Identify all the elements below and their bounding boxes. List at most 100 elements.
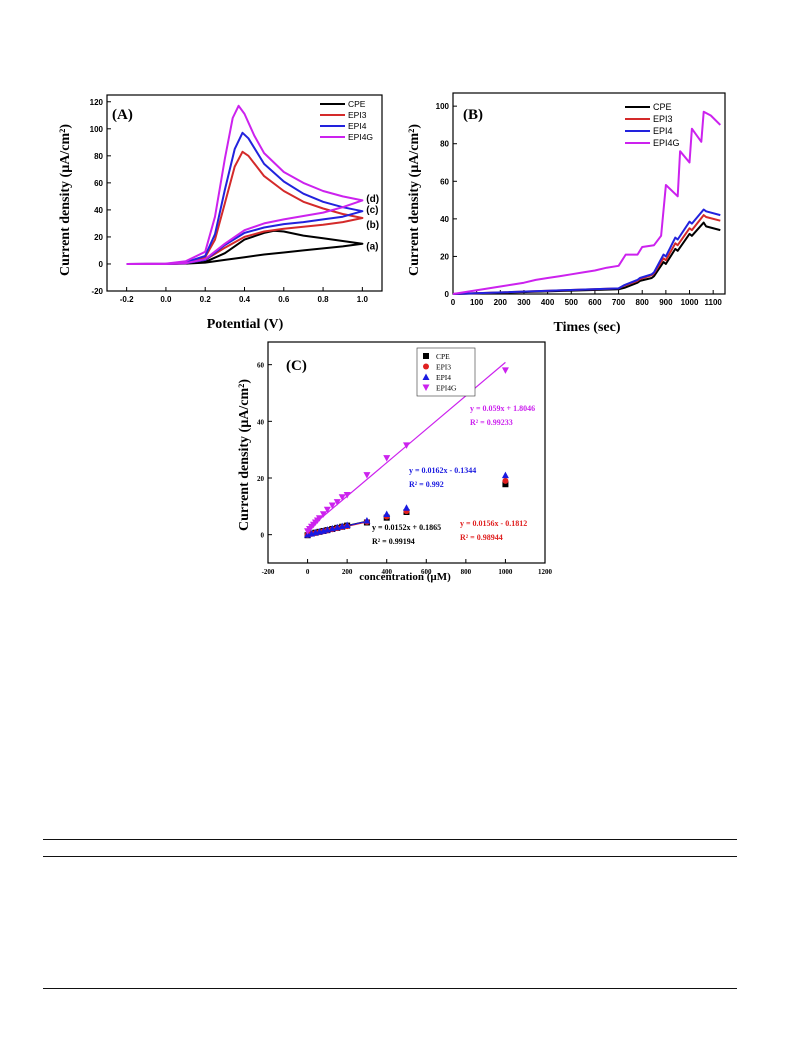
panel-a-chart: (A) Potential (V) Current density (µA/cm… bbox=[58, 94, 383, 332]
panel-a-ytick-label: 40 bbox=[94, 206, 103, 215]
panel-b-xtick-label: 200 bbox=[494, 298, 508, 307]
panel-c-ytick-label: 60 bbox=[257, 362, 265, 370]
data-point-cpe bbox=[502, 481, 509, 488]
panel-a-frame bbox=[106, 94, 383, 292]
data-point-epi4g bbox=[319, 511, 327, 518]
regression-equation: y = 0.0156x - 0.1812 bbox=[460, 519, 527, 528]
legend-marker bbox=[422, 384, 430, 391]
legend-marker bbox=[422, 373, 430, 380]
panel-b-ytick-label: 80 bbox=[440, 140, 449, 149]
curve-label: (a) bbox=[366, 241, 378, 252]
panel-b-xtick-label: 0 bbox=[451, 298, 456, 307]
legend-label: EPI4G bbox=[436, 384, 457, 393]
panel-c-ytick-label: 20 bbox=[257, 475, 265, 483]
panel-a-xtick-label: 0.0 bbox=[160, 295, 172, 304]
panel-a-ytick-label: 0 bbox=[99, 260, 104, 269]
panel-b-ytick-label: 20 bbox=[440, 252, 449, 261]
panel-b-ytick-label: 60 bbox=[440, 177, 449, 186]
panel-c-ylabel: Current density (µA/cm²) bbox=[237, 379, 252, 531]
legend-label: EPI3 bbox=[653, 114, 673, 124]
panel-c-label: (C) bbox=[286, 358, 307, 374]
series-epi4g-line bbox=[126, 104, 364, 265]
regression-r2: R² = 0.992 bbox=[409, 480, 444, 489]
regression-r2: R² = 0.99233 bbox=[470, 418, 513, 427]
regression-equation: y = 0.0152x + 0.1865 bbox=[372, 523, 441, 532]
panel-c-frame bbox=[267, 341, 546, 564]
panel-b-xtick-label: 1100 bbox=[704, 298, 722, 307]
panel-a-xtick-label: 1.0 bbox=[357, 295, 369, 304]
legend-label: CPE bbox=[348, 99, 366, 109]
data-point-epi4 bbox=[383, 510, 391, 517]
panel-b-ylabel: Current density (µA/cm²) bbox=[407, 124, 422, 276]
panel-a-ytick-label: 60 bbox=[94, 179, 103, 188]
legend-label: EPI4 bbox=[653, 126, 673, 136]
panel-a-xtick-label: 0.2 bbox=[200, 295, 212, 304]
panel-c-ytick-label: 40 bbox=[257, 418, 265, 426]
panel-c-xtick-label: 0 bbox=[306, 568, 310, 576]
table-header-rule bbox=[43, 856, 737, 857]
data-point-epi4 bbox=[343, 521, 351, 529]
table-bottom-rule bbox=[43, 988, 737, 989]
panel-b-xlabel: Times (sec) bbox=[554, 320, 621, 335]
panel-a-xtick-label: 0.8 bbox=[318, 295, 330, 304]
legend-label: EPI4G bbox=[653, 138, 680, 148]
curve-label: (d) bbox=[366, 194, 379, 205]
panel-c-xtick-label: -200 bbox=[262, 568, 275, 576]
data-point-epi4g bbox=[501, 367, 509, 374]
data-point-epi4g bbox=[363, 472, 371, 479]
panel-c-chart: (C) concentration (µM) Current density (… bbox=[237, 341, 553, 583]
panel-b-ytick-label: 100 bbox=[436, 102, 450, 111]
series-epi4g-line bbox=[452, 110, 722, 295]
data-point-epi4g bbox=[403, 442, 410, 449]
panel-c-ytick-label: 0 bbox=[261, 532, 265, 540]
regression-r2: R² = 0.98944 bbox=[460, 533, 503, 542]
data-point-epi4g bbox=[333, 499, 341, 506]
data-point-epi4g bbox=[338, 494, 346, 501]
panel-c-xtick-label: 600 bbox=[421, 568, 432, 576]
regression-r2: R² = 0.99194 bbox=[372, 537, 415, 546]
panel-b-xtick-label: 1000 bbox=[681, 298, 699, 307]
panel-b-chart: (B) Times (sec) Current density (µA/cm²)… bbox=[407, 92, 726, 335]
panel-c-xtick-label: 1000 bbox=[498, 568, 513, 576]
series-epi4-line bbox=[126, 131, 364, 265]
panel-a-ylabel: Current density (µA/cm²) bbox=[58, 124, 73, 276]
legend-label: CPE bbox=[436, 352, 450, 361]
panel-c-xtick-label: 800 bbox=[461, 568, 472, 576]
regression-equation: y = 0.059x + 1.8046 bbox=[470, 404, 535, 413]
legend-marker bbox=[423, 353, 429, 359]
series-cpe-line bbox=[126, 229, 364, 265]
data-point-epi3 bbox=[502, 477, 509, 484]
panel-a-xtick-label: -0.2 bbox=[120, 295, 134, 304]
series-epi4-line bbox=[452, 208, 721, 295]
panel-b-xtick-label: 800 bbox=[636, 298, 650, 307]
panel-b-xtick-label: 900 bbox=[659, 298, 673, 307]
panel-b-ytick-label: 40 bbox=[440, 215, 449, 224]
panel-a-ytick-label: 100 bbox=[90, 125, 104, 134]
data-point-epi4 bbox=[501, 471, 509, 479]
panel-a-xtick-label: 0.4 bbox=[239, 295, 251, 304]
series-cpe-line bbox=[452, 221, 721, 295]
panel-b-xtick-label: 600 bbox=[588, 298, 602, 307]
panel-a-xlabel: Potential (V) bbox=[207, 317, 284, 332]
panel-b-label: (B) bbox=[463, 107, 483, 123]
panel-a-label: (A) bbox=[112, 107, 133, 123]
panel-c-xlabel: concentration (µM) bbox=[359, 571, 451, 583]
data-point-epi4g bbox=[383, 455, 391, 462]
legend-label: EPI3 bbox=[436, 363, 451, 372]
curve-label: (c) bbox=[366, 205, 378, 216]
panel-b-xtick-label: 100 bbox=[470, 298, 484, 307]
panel-b-xtick-label: 300 bbox=[517, 298, 531, 307]
panel-b-xtick-label: 400 bbox=[541, 298, 555, 307]
data-point-epi4g bbox=[315, 515, 323, 522]
panel-a-ytick-label: 20 bbox=[94, 233, 103, 242]
legend-label: EPI4 bbox=[436, 373, 451, 382]
panel-b-xtick-label: 500 bbox=[565, 298, 579, 307]
data-point-epi4g bbox=[328, 502, 336, 509]
legend-label: CPE bbox=[653, 102, 672, 112]
data-point-epi4 bbox=[363, 517, 371, 524]
panel-c-xtick-label: 200 bbox=[342, 568, 353, 576]
table-top-rule bbox=[43, 839, 737, 840]
panel-b-frame bbox=[452, 92, 726, 295]
curve-label: (b) bbox=[366, 220, 379, 231]
